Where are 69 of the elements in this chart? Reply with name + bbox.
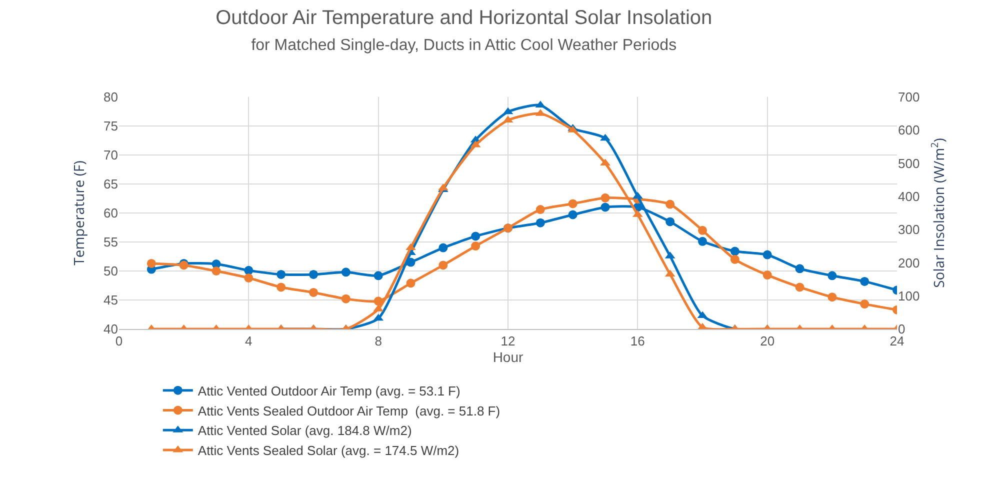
point xyxy=(244,266,254,275)
legend-label: Attic Vented Solar (avg. 184.8 W/m2) xyxy=(198,423,412,438)
point xyxy=(568,199,578,208)
point xyxy=(795,264,804,274)
x-tick-label: 12 xyxy=(500,334,516,349)
point xyxy=(374,271,383,280)
point xyxy=(146,258,156,268)
x-tick-label: 0 xyxy=(115,334,123,349)
point xyxy=(406,278,416,288)
point xyxy=(762,250,772,260)
point xyxy=(309,270,318,279)
point xyxy=(212,266,221,276)
y2-tick-label: 400 xyxy=(898,188,920,204)
point xyxy=(341,294,350,304)
y-tick-label: 40 xyxy=(104,322,118,337)
y2-tick-label: 500 xyxy=(898,156,920,171)
point xyxy=(536,205,545,214)
y2-tick-label: 200 xyxy=(898,255,920,270)
point xyxy=(730,254,740,264)
point xyxy=(244,273,254,282)
point xyxy=(438,260,448,270)
y2-tick-label: 100 xyxy=(898,288,920,304)
x-axis-title: Hour xyxy=(492,348,524,365)
y-tick-label: 55 xyxy=(104,234,118,250)
point xyxy=(828,271,837,280)
y2-tick-label: 700 xyxy=(898,90,920,105)
point xyxy=(600,202,610,212)
point xyxy=(762,270,772,280)
y2-tick-label: 600 xyxy=(898,122,920,138)
y-tick-label: 75 xyxy=(104,118,118,134)
y-tick-label: 80 xyxy=(104,90,118,105)
point xyxy=(276,282,286,292)
x-tick-label: 4 xyxy=(245,334,252,349)
point xyxy=(471,242,480,251)
point xyxy=(698,236,707,246)
chart-title: Outdoor Air Temperature and Horizontal Solar Insolation xyxy=(216,6,712,29)
x-tick-label: 8 xyxy=(374,334,382,349)
point xyxy=(860,300,870,309)
x-tick-label: 20 xyxy=(760,334,775,349)
legend-label: Attic Vents Sealed Solar (avg. = 174.5 W/m2) xyxy=(198,443,460,458)
point xyxy=(276,270,286,279)
point xyxy=(860,276,870,286)
point xyxy=(666,217,675,226)
point xyxy=(828,292,837,302)
point xyxy=(795,282,804,292)
y2-tick-label: 300 xyxy=(898,222,920,238)
point xyxy=(568,210,578,220)
y-axis-title: Temperature (F) xyxy=(70,160,90,266)
y-tick-label: 45 xyxy=(104,292,118,308)
point xyxy=(666,200,675,209)
point xyxy=(406,243,416,250)
point xyxy=(600,193,610,202)
x-tick-label: 16 xyxy=(630,334,645,349)
point xyxy=(600,158,610,166)
point xyxy=(471,232,480,241)
legend-label: Attic Vented Outdoor Air Temp (avg. = 53.1 F) xyxy=(198,383,460,398)
point xyxy=(698,226,707,235)
point xyxy=(730,246,740,256)
y-tick-label: 65 xyxy=(104,176,118,192)
y-tick-label: 70 xyxy=(104,148,118,163)
point xyxy=(341,268,350,277)
point xyxy=(438,243,448,252)
chart-subtitle: for Matched Single-day, Ducts in Attic Cool Weather Periods xyxy=(251,36,677,54)
point xyxy=(600,134,610,141)
y-tick-label: 60 xyxy=(104,206,118,221)
legend-label: Attic Vents Sealed Outdoor Air Temp (avg. = 51.8 F) xyxy=(198,403,500,418)
point xyxy=(309,288,318,297)
y-tick-label: 50 xyxy=(104,264,118,279)
point xyxy=(536,218,545,228)
